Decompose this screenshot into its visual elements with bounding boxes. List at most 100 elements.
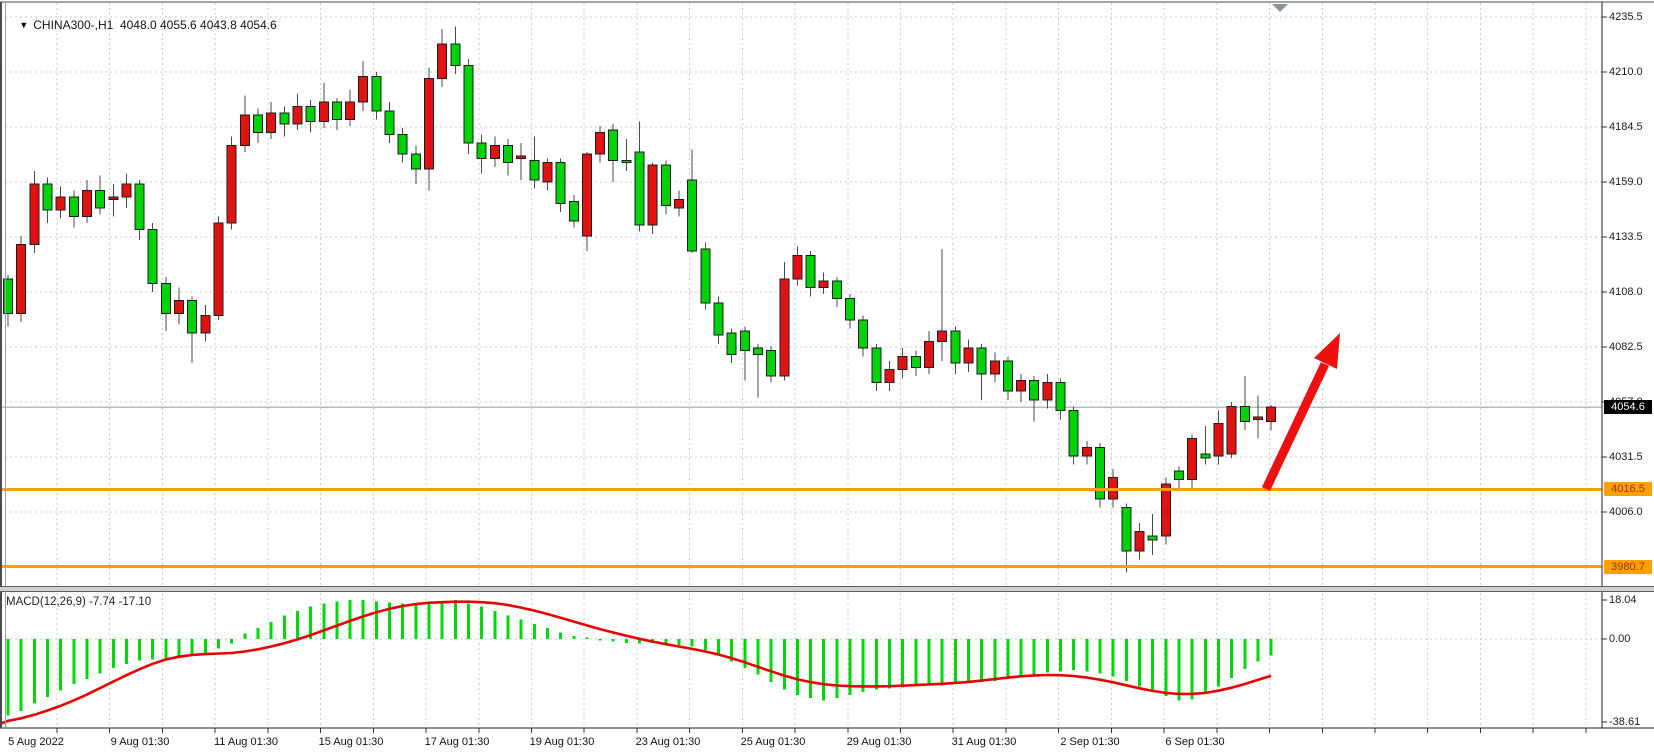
candle-bull bbox=[226, 144, 237, 224]
macd-hist-bar bbox=[664, 639, 668, 644]
candle-bear bbox=[384, 110, 395, 136]
macd-hist-bar bbox=[572, 635, 576, 639]
candle-bear bbox=[568, 200, 579, 222]
candle-bull bbox=[489, 144, 500, 159]
candle-bear bbox=[331, 101, 342, 120]
macd-hist-bar bbox=[506, 615, 510, 639]
candle-bear bbox=[42, 183, 53, 211]
macd-hist-bar bbox=[401, 603, 405, 639]
macd-hist-bar bbox=[374, 601, 378, 639]
candle-bear bbox=[976, 347, 987, 375]
macd-hist-bar bbox=[217, 639, 221, 649]
candle-bear bbox=[700, 248, 711, 304]
macd-hist-bar bbox=[414, 604, 418, 639]
candle-bear bbox=[752, 347, 763, 356]
macd-hist-bar bbox=[164, 639, 168, 661]
macd-hist-bar bbox=[1269, 639, 1273, 656]
macd-hist-bar bbox=[966, 639, 970, 684]
macd-hist-bar bbox=[769, 639, 773, 683]
candle-bull bbox=[1252, 416, 1263, 420]
macd-hist-bar bbox=[32, 639, 36, 704]
candle-bull bbox=[239, 114, 250, 146]
macd-indicator-label: MACD(12,26,9) -7.74 -17.10 bbox=[6, 596, 152, 608]
candle-bear bbox=[845, 297, 856, 321]
candle-bear bbox=[634, 151, 645, 226]
macd-hist-bar bbox=[466, 603, 470, 639]
macd-hist-bar bbox=[1085, 639, 1089, 672]
candle-bull bbox=[437, 43, 448, 79]
macd-hist-bar bbox=[335, 601, 339, 639]
candle-bull bbox=[292, 106, 303, 125]
macd-hist-bar bbox=[611, 639, 615, 642]
macd-hist-bar bbox=[914, 639, 918, 687]
macd-hist-bar bbox=[730, 639, 734, 662]
candle-bull bbox=[1042, 382, 1053, 401]
trend-arrow-shaft[interactable] bbox=[1261, 362, 1330, 491]
pane-divider[interactable] bbox=[0, 586, 1654, 592]
candle-bear bbox=[910, 356, 921, 369]
macd-signal-line bbox=[0, 600, 1272, 726]
candle-bear bbox=[805, 254, 816, 289]
candle-bull bbox=[108, 196, 119, 200]
candle-bear bbox=[450, 43, 461, 67]
candle-bull bbox=[1160, 483, 1171, 537]
candle-bear bbox=[1068, 410, 1079, 457]
chart-shift-marker[interactable] bbox=[1272, 4, 1288, 12]
candle-bear bbox=[160, 282, 171, 315]
macd-hist-bar bbox=[743, 639, 747, 669]
macd-hist-bar bbox=[519, 619, 523, 639]
macd-hist-bar bbox=[716, 639, 720, 656]
candle-bear bbox=[502, 144, 513, 164]
macd-hist-bar bbox=[993, 639, 997, 682]
macd-hist-bar bbox=[901, 639, 905, 688]
macd-hist-bar bbox=[545, 628, 549, 639]
macd-hist-bar bbox=[361, 600, 365, 639]
candle-bear bbox=[147, 228, 158, 284]
candle-bull bbox=[1266, 406, 1277, 422]
macd-hist-bar bbox=[151, 639, 155, 660]
macd-hist-bar bbox=[1216, 639, 1220, 687]
macd-hist-bar bbox=[427, 603, 431, 639]
macd-hist-bar bbox=[1190, 639, 1194, 700]
candle-bear bbox=[305, 106, 316, 123]
candle-bull bbox=[1226, 405, 1237, 455]
macd-hist-bar bbox=[703, 639, 707, 650]
macd-hist-bar bbox=[835, 639, 839, 699]
frame-left-inner bbox=[5, 2, 6, 728]
level-price-tag-3980: 3980.7 bbox=[1604, 560, 1652, 574]
candle-bull bbox=[595, 131, 606, 155]
macd-hist-bar bbox=[861, 639, 865, 692]
candle-bear bbox=[1055, 382, 1066, 412]
candle-bull bbox=[1134, 530, 1145, 552]
candle-bear bbox=[371, 75, 382, 112]
candle-bear bbox=[476, 142, 487, 159]
candle-bear bbox=[1239, 405, 1250, 422]
macd-hist-bar bbox=[1164, 639, 1168, 697]
candle-bear bbox=[1029, 379, 1040, 401]
macd-hist-bar bbox=[98, 639, 102, 674]
macd-hist-bar bbox=[822, 639, 826, 701]
macd-hist-bar bbox=[309, 606, 313, 639]
candle-bear bbox=[397, 134, 408, 155]
macd-hist-bar bbox=[1230, 639, 1234, 678]
candle-bull bbox=[989, 360, 1000, 375]
candle-bear bbox=[660, 164, 671, 207]
candle-bear bbox=[529, 159, 540, 181]
trend-arrow-head[interactable] bbox=[1314, 333, 1340, 369]
macd-hist-bar bbox=[256, 628, 260, 639]
macd-hist-bar bbox=[453, 600, 457, 639]
macd-hist-bar bbox=[124, 639, 128, 664]
macd-hist-bar bbox=[1177, 639, 1181, 701]
candle-bear bbox=[739, 330, 750, 351]
macd-hist-bar bbox=[138, 639, 142, 661]
macd-hist-bar bbox=[282, 615, 286, 639]
macd-hist-bar bbox=[1059, 639, 1063, 672]
candle-bull bbox=[779, 278, 790, 377]
macd-hist-bar bbox=[45, 639, 49, 698]
candle-bull bbox=[81, 190, 92, 218]
macd-hist-bar bbox=[85, 639, 89, 679]
macd-hist-bar bbox=[1006, 639, 1010, 679]
macd-hist-bar bbox=[480, 606, 484, 639]
macd-hist-bar bbox=[809, 639, 813, 699]
